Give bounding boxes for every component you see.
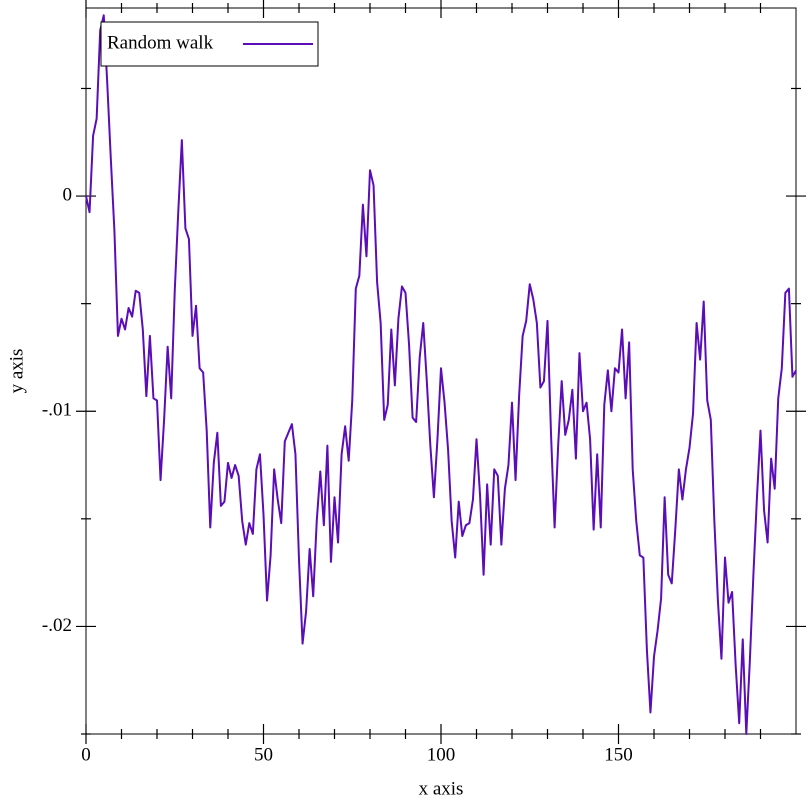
y-tick-label: -.02 bbox=[42, 615, 72, 636]
y-tick-label: -.01 bbox=[42, 400, 72, 421]
x-tick-label: 150 bbox=[604, 744, 633, 765]
x-tick-label: 100 bbox=[427, 744, 456, 765]
x-axis-label: x axis bbox=[419, 778, 464, 799]
y-axis-label: y axis bbox=[6, 349, 27, 394]
x-tick-label: 50 bbox=[254, 744, 273, 765]
line-series bbox=[85, 14, 797, 735]
y-tick-label: 0 bbox=[63, 184, 73, 205]
legend-label: Random walk bbox=[107, 32, 214, 53]
x-tick-label: 0 bbox=[81, 744, 91, 765]
